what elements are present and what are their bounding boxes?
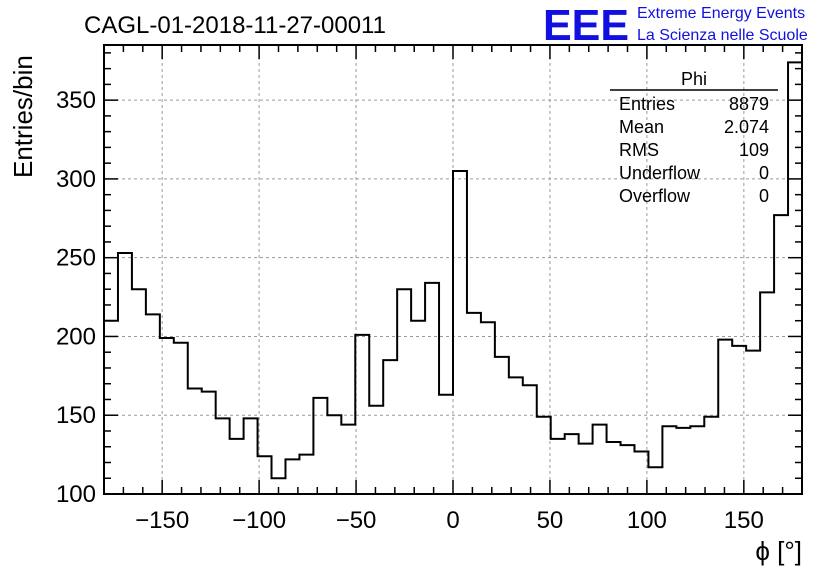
stats-label: Mean bbox=[619, 117, 664, 137]
stats-value: 0 bbox=[759, 163, 769, 183]
eee-logo-mark: EEE bbox=[543, 1, 629, 50]
stats-box: Phi Entries 8879 Mean 2.074 RMS 109 Underflow 0… bbox=[610, 69, 778, 206]
y-tick-label: 350 bbox=[56, 87, 96, 114]
x-axis-label: ϕ [°] bbox=[755, 536, 802, 566]
tick-labels: −150 −100 −50 0 50 100 150 100 150 200 250 300 350 bbox=[56, 87, 764, 534]
stats-value: 0 bbox=[759, 186, 769, 206]
eee-logo: EEE Extreme Energy Events La Scienza nel… bbox=[543, 1, 808, 50]
x-tick-label: 150 bbox=[724, 507, 764, 534]
stats-rows: Entries 8879 Mean 2.074 RMS 109 Underflow 0 Over… bbox=[619, 94, 769, 206]
x-tick-label: −50 bbox=[336, 507, 377, 534]
plot-frame bbox=[103, 44, 803, 495]
stats-label: Overflow bbox=[619, 186, 691, 206]
x-tick-label: 0 bbox=[446, 507, 459, 534]
y-tick-label: 100 bbox=[56, 481, 96, 508]
y-tick-label: 250 bbox=[56, 245, 96, 272]
stats-label: RMS bbox=[619, 140, 659, 160]
chart-title: CAGL-01-2018-11-27-00011 bbox=[84, 12, 386, 39]
stats-title: Phi bbox=[681, 69, 707, 89]
y-tick-label: 300 bbox=[56, 166, 96, 193]
y-axis-label: Entries/bin bbox=[8, 55, 38, 178]
logo-line-1: Extreme Energy Events bbox=[637, 5, 805, 22]
x-tick-label: 100 bbox=[627, 507, 667, 534]
logo-line-2: La Scienza nelle Scuole bbox=[637, 27, 808, 44]
x-tick-label: −150 bbox=[135, 507, 189, 534]
x-tick-label: 50 bbox=[537, 507, 564, 534]
stats-label: Underflow bbox=[619, 163, 701, 183]
stats-value: 109 bbox=[739, 140, 769, 160]
x-tick-label: −100 bbox=[232, 507, 286, 534]
histogram-line bbox=[104, 61, 802, 480]
stats-value: 2.074 bbox=[724, 117, 769, 137]
stats-label: Entries bbox=[619, 94, 675, 114]
y-tick-label: 150 bbox=[56, 402, 96, 429]
stats-value: 8879 bbox=[729, 94, 769, 114]
y-tick-label: 200 bbox=[56, 323, 96, 350]
